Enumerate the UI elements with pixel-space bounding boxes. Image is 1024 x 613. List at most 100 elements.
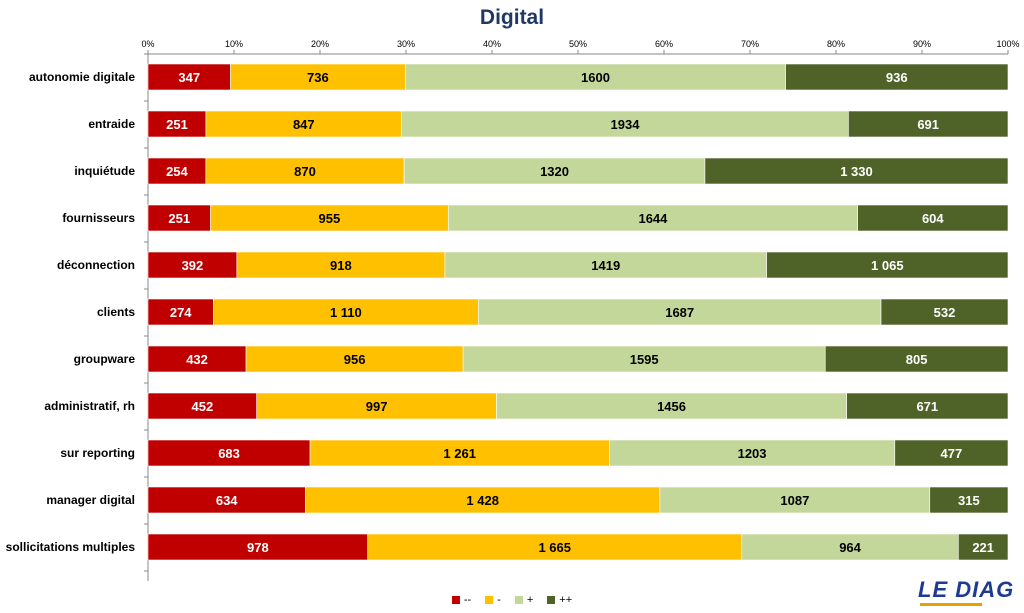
bar-segment bbox=[403, 157, 706, 185]
legend-swatch bbox=[514, 596, 523, 604]
bar-segment bbox=[147, 204, 211, 232]
bar-segment bbox=[147, 63, 231, 91]
legend-swatch bbox=[451, 596, 460, 604]
data-label: 936 bbox=[886, 70, 908, 85]
bar-segment bbox=[824, 345, 1009, 373]
bar-segment bbox=[256, 392, 497, 420]
chart-title: Digital bbox=[479, 6, 545, 29]
data-label: 1687 bbox=[665, 305, 694, 320]
data-label: 1 065 bbox=[871, 258, 904, 273]
bar-segment bbox=[147, 486, 306, 514]
bar-segment bbox=[444, 251, 767, 279]
data-label: 604 bbox=[922, 211, 944, 226]
bar-segment bbox=[880, 298, 1009, 326]
x-tick-label: 20% bbox=[311, 39, 329, 49]
category-label: fournisseurs bbox=[62, 211, 135, 225]
category-label: administratif, rh bbox=[44, 399, 135, 413]
bar-segment bbox=[848, 110, 1009, 138]
data-label: 1419 bbox=[591, 258, 620, 273]
data-label: 634 bbox=[216, 493, 238, 508]
category-label: inquiétude bbox=[74, 164, 135, 178]
bar-segment bbox=[846, 392, 1009, 420]
bar-segment bbox=[205, 110, 402, 138]
data-label: 1595 bbox=[630, 352, 659, 367]
bar-segment bbox=[230, 63, 406, 91]
bar-segment bbox=[659, 486, 931, 514]
legend-swatch bbox=[485, 596, 494, 604]
legend-item: -- bbox=[451, 594, 471, 606]
x-tick-label: 100% bbox=[996, 39, 1019, 49]
data-label: 1087 bbox=[780, 493, 809, 508]
legend-item: - bbox=[485, 594, 501, 606]
data-label: 251 bbox=[166, 117, 188, 132]
x-tick-label: 80% bbox=[827, 39, 845, 49]
bar-segment bbox=[147, 392, 258, 420]
data-label: 1 261 bbox=[443, 446, 476, 461]
bar-segment bbox=[894, 439, 1009, 467]
legend-swatch bbox=[547, 596, 556, 604]
legend-item: ++ bbox=[547, 594, 572, 606]
legend-item: + bbox=[514, 594, 533, 606]
data-label: 918 bbox=[330, 258, 352, 273]
x-tick-label: 70% bbox=[741, 39, 759, 49]
category-label: groupware bbox=[74, 352, 136, 366]
bar-segment bbox=[309, 439, 610, 467]
bar-segment bbox=[496, 392, 847, 420]
bar-segment bbox=[766, 251, 1009, 279]
data-label: 221 bbox=[972, 540, 994, 555]
data-label: 452 bbox=[191, 399, 213, 414]
bar-segment bbox=[929, 486, 1009, 514]
x-tick-label: 90% bbox=[913, 39, 931, 49]
bar-segment bbox=[478, 298, 882, 326]
legend-label: ++ bbox=[559, 594, 573, 606]
x-tick-label: 40% bbox=[483, 39, 501, 49]
data-label: 1600 bbox=[581, 70, 610, 85]
category-label: entraide bbox=[88, 117, 135, 131]
bar-segment bbox=[741, 533, 959, 561]
data-label: 1203 bbox=[738, 446, 767, 461]
chart-legend: -- - + ++ bbox=[0, 594, 1024, 606]
data-label: 432 bbox=[186, 352, 208, 367]
data-label: 1320 bbox=[540, 164, 569, 179]
data-label: 1 428 bbox=[466, 493, 499, 508]
category-label: autonomie digitale bbox=[29, 70, 135, 84]
data-label: 997 bbox=[366, 399, 388, 414]
data-label: 251 bbox=[168, 211, 190, 226]
bar-segment bbox=[147, 298, 214, 326]
data-label: 978 bbox=[247, 540, 269, 555]
bar-segment bbox=[147, 345, 247, 373]
data-label: 691 bbox=[917, 117, 939, 132]
data-label: 683 bbox=[218, 446, 240, 461]
data-label: 347 bbox=[178, 70, 200, 85]
x-tick-label: 30% bbox=[397, 39, 415, 49]
category-label: manager digital bbox=[46, 493, 135, 507]
data-label: 254 bbox=[166, 164, 188, 179]
data-label: 805 bbox=[906, 352, 928, 367]
bar-segment bbox=[367, 533, 743, 561]
bar-segment bbox=[462, 345, 826, 373]
x-tick-label: 10% bbox=[225, 39, 243, 49]
data-label: 315 bbox=[958, 493, 980, 508]
data-label: 532 bbox=[934, 305, 956, 320]
data-label: 1456 bbox=[657, 399, 686, 414]
data-label: 1934 bbox=[611, 117, 641, 132]
bar-segment bbox=[147, 533, 369, 561]
x-tick-label: 50% bbox=[569, 39, 587, 49]
le-diag-logo: LE DIAG bbox=[918, 577, 1015, 602]
data-label: 1 110 bbox=[330, 305, 362, 320]
data-label: 392 bbox=[182, 258, 204, 273]
bar-segment bbox=[213, 298, 479, 326]
bar-segment bbox=[305, 486, 661, 514]
data-label: 1644 bbox=[638, 211, 668, 226]
legend-label: - bbox=[497, 594, 501, 606]
bar-segment bbox=[210, 204, 449, 232]
category-label: clients bbox=[97, 305, 135, 319]
category-label: sur reporting bbox=[60, 446, 135, 460]
x-tick-label: 0% bbox=[141, 39, 154, 49]
bar-segment bbox=[785, 63, 1009, 91]
x-tick-label: 60% bbox=[655, 39, 673, 49]
bar-segment bbox=[958, 533, 1009, 561]
data-label: 964 bbox=[839, 540, 861, 555]
data-label: 956 bbox=[344, 352, 366, 367]
